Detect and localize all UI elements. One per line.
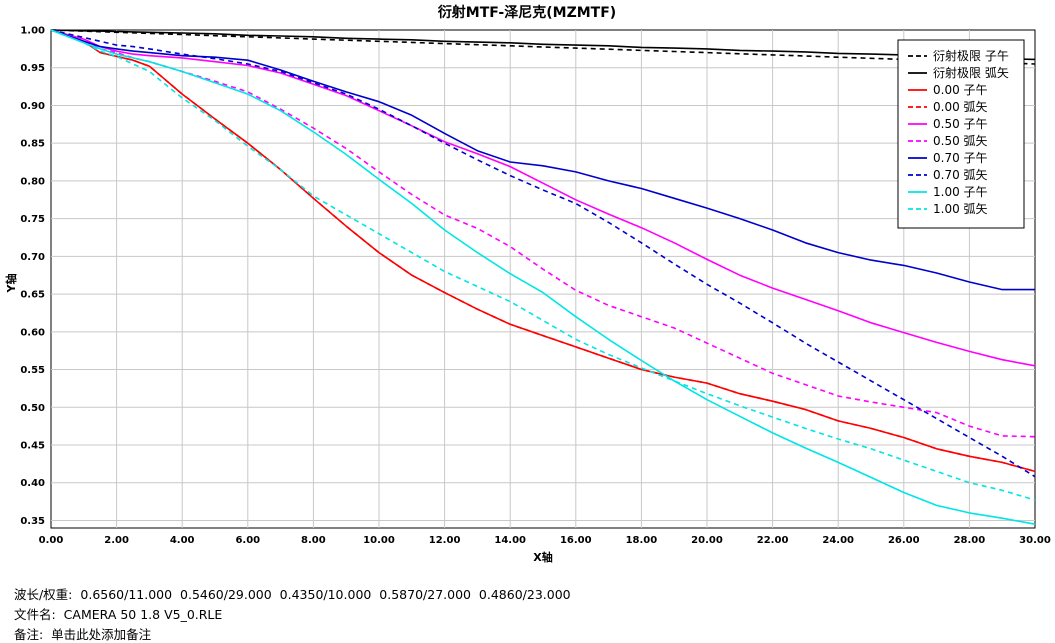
x-tick-label: 20.00 bbox=[691, 535, 723, 546]
y-tick-label: 0.95 bbox=[20, 63, 45, 74]
series-line-7 bbox=[50, 29, 1036, 478]
x-tick-label: 16.00 bbox=[560, 535, 592, 546]
x-tick-label: 24.00 bbox=[822, 535, 854, 546]
x-tick-label: 10.00 bbox=[363, 535, 395, 546]
x-axis-label: X轴 bbox=[533, 550, 552, 564]
x-tick-label: 18.00 bbox=[626, 535, 658, 546]
x-tick-label: 22.00 bbox=[757, 535, 789, 546]
file-label: 文件名: bbox=[13, 607, 56, 622]
plot-area bbox=[50, 29, 1036, 529]
y-axis-label: Y轴 bbox=[4, 274, 18, 294]
y-tick-label: 0.40 bbox=[20, 478, 45, 489]
legend-label-6: 0.70 子午 bbox=[933, 151, 988, 165]
y-tick-label: 0.50 bbox=[20, 403, 45, 414]
series-line-8 bbox=[50, 29, 1036, 525]
footer-note[interactable]: 备注: 单击此处添加备注 bbox=[6, 609, 151, 643]
x-tick-label: 6.00 bbox=[235, 535, 260, 546]
series-line-9 bbox=[50, 29, 1036, 501]
x-tick-label: 14.00 bbox=[494, 535, 526, 546]
x-tick-label: 12.00 bbox=[429, 535, 461, 546]
series-line-0 bbox=[50, 29, 1036, 65]
legend-label-1: 衍射极限 弧矢 bbox=[933, 65, 1009, 80]
x-tick-label: 2.00 bbox=[104, 535, 129, 546]
legend-label-4: 0.50 子午 bbox=[933, 117, 988, 131]
x-tick-labels: 0.00 2.00 4.00 6.00 8.00 10.00 12.00 14.00 16.00… bbox=[39, 535, 1051, 546]
wavelength-label: 波长/权重: bbox=[13, 587, 73, 602]
series-line-4 bbox=[50, 29, 1036, 367]
y-tick-label: 0.65 bbox=[20, 290, 45, 301]
x-tick-label: 26.00 bbox=[888, 535, 920, 546]
legend-label-9: 1.00 弧矢 bbox=[933, 202, 988, 216]
y-tick-label: 0.55 bbox=[20, 365, 45, 376]
note-value[interactable]: 单击此处添加备注 bbox=[51, 627, 152, 642]
y-tick-label: 0.60 bbox=[20, 327, 45, 338]
legend-box bbox=[897, 39, 1025, 229]
y-tick-label: 0.85 bbox=[20, 139, 45, 150]
legend-label-0: 衍射极限 子午 bbox=[933, 48, 1009, 63]
x-tick-label: 30.00 bbox=[1019, 535, 1051, 546]
x-tick-label: 4.00 bbox=[170, 535, 195, 546]
legend-label-8: 1.00 子午 bbox=[933, 185, 988, 199]
grid bbox=[51, 30, 1035, 528]
y-tick-label: 0.75 bbox=[20, 214, 45, 225]
series-line-6 bbox=[50, 29, 1035, 291]
series-lines bbox=[50, 29, 1036, 525]
y-tick-label: 0.45 bbox=[20, 441, 45, 452]
series-line-1 bbox=[50, 29, 1036, 61]
footer-file: 文件名: CAMERA 50 1.8 V5_0.RLE bbox=[6, 589, 222, 623]
y-tick-label: 0.80 bbox=[20, 176, 45, 187]
chart-title: 衍射MTF-泽尼克(MZMTF) bbox=[437, 4, 616, 21]
footer-wavelength: 波长/权重: 0.6560/11.000 0.5460/29.000 0.4350… bbox=[6, 569, 571, 603]
wavelength-value: 0.6560/11.000 0.5460/29.000 0.4350/10.00… bbox=[80, 587, 571, 602]
x-tick-label: 28.00 bbox=[954, 535, 986, 546]
y-tick-label: 1.00 bbox=[20, 26, 45, 37]
y-tick-labels: 1.00 0.95 0.90 0.85 0.80 0.75 0.70 0.65 0.60 0.55… bbox=[20, 26, 45, 527]
x-tick-label: 8.00 bbox=[301, 535, 326, 546]
y-tick-label: 0.70 bbox=[20, 252, 45, 263]
legend-label-3: 0.00 弧矢 bbox=[933, 100, 988, 114]
x-tick-label: 0.00 bbox=[39, 535, 64, 546]
mtf-chart: 衍射MTF-泽尼克(MZMTF) 0.00 2.00 4.00 6.00 8.00 10.… bbox=[4, 4, 1051, 564]
legend-label-7: 0.70 弧矢 bbox=[933, 168, 988, 182]
y-tick-label: 0.35 bbox=[20, 516, 45, 527]
series-line-3 bbox=[50, 29, 1036, 473]
file-value: CAMERA 50 1.8 V5_0.RLE bbox=[63, 607, 223, 622]
legend-label-5: 0.50 弧矢 bbox=[933, 134, 988, 148]
note-label: 备注: bbox=[13, 627, 44, 642]
y-tick-label: 0.90 bbox=[20, 101, 45, 112]
legend-label-2: 0.00 子午 bbox=[933, 83, 988, 97]
